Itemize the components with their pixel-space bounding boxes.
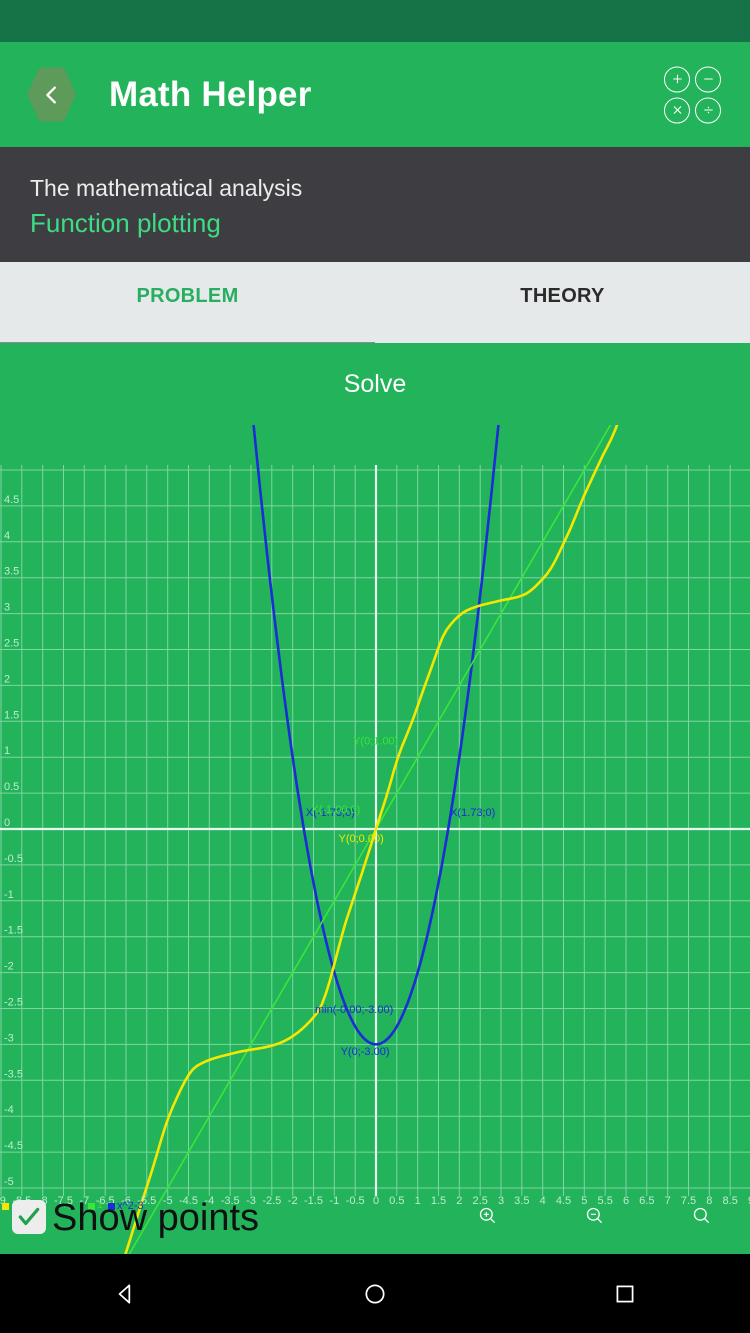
- svg-text:1.5: 1.5: [4, 709, 19, 721]
- svg-text:0: 0: [4, 817, 10, 829]
- svg-text:-1: -1: [4, 889, 14, 901]
- svg-text:-2.5: -2.5: [4, 997, 23, 1009]
- svg-text:3: 3: [4, 602, 10, 614]
- svg-text:Y(0;1.00): Y(0;1.00): [353, 735, 398, 747]
- svg-text:-3.5: -3.5: [4, 1068, 23, 1080]
- svg-text:Y(0;0.00): Y(0;0.00): [339, 833, 384, 845]
- svg-text:3.5: 3.5: [4, 566, 19, 578]
- svg-text:-4.5: -4.5: [4, 1140, 23, 1152]
- svg-text:4.5: 4.5: [4, 494, 19, 506]
- svg-text:2.5: 2.5: [4, 638, 19, 650]
- svg-text:X(-1.00;0): X(-1.00;0): [311, 804, 360, 816]
- svg-text:-2: -2: [4, 961, 14, 973]
- svg-text:-0.5: -0.5: [4, 853, 23, 865]
- svg-text:-3: -3: [4, 1032, 14, 1044]
- svg-text:4: 4: [4, 530, 10, 542]
- svg-text:1: 1: [4, 745, 10, 757]
- svg-text:Y(0;-3.00): Y(0;-3.00): [341, 1046, 390, 1058]
- svg-text:2: 2: [4, 673, 10, 685]
- svg-text:min(-0.00;-3.00): min(-0.00;-3.00): [315, 1004, 393, 1016]
- svg-text:X(1.73;0): X(1.73;0): [450, 807, 495, 819]
- svg-text:0.5: 0.5: [4, 781, 19, 793]
- svg-text:-1.5: -1.5: [4, 925, 23, 937]
- svg-text:-4: -4: [4, 1104, 14, 1116]
- svg-text:-5: -5: [4, 1176, 14, 1188]
